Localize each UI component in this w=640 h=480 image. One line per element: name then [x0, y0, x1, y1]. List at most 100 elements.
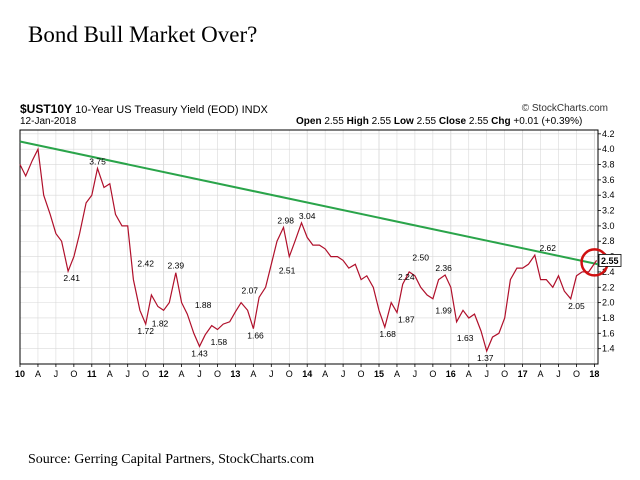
y-tick-label: 3.0: [602, 221, 615, 231]
x-tick-label: A: [250, 369, 256, 379]
annotation-label: 2.41: [63, 273, 80, 283]
x-tick-label: J: [341, 369, 346, 379]
low-value: 2.55: [416, 116, 437, 127]
annotation-label: 1.82: [152, 318, 169, 328]
x-tick-label: O: [214, 369, 221, 379]
last-value-label: 2.55: [601, 256, 619, 266]
close-value: 2.55: [468, 116, 489, 127]
y-axis: 1.41.61.82.02.22.42.62.83.03.23.43.63.84…: [598, 129, 615, 354]
y-tick-label: 3.6: [602, 175, 615, 185]
annotation-label: 1.37: [477, 353, 494, 363]
low-label: Low: [393, 116, 414, 127]
x-tick-label: 15: [374, 369, 384, 379]
ohlc-readout: Open 2.55 High 2.55 Low 2.55 Close 2.55 …: [296, 116, 582, 127]
x-tick-label: 10: [15, 369, 25, 379]
instrument-name: 10-Year US Treasury Yield (EOD): [75, 104, 239, 116]
x-tick-label: A: [107, 369, 113, 379]
stockcharts-brand: © StockCharts.com: [521, 103, 608, 114]
y-tick-label: 2.0: [602, 298, 615, 308]
annotation-label: 3.75: [89, 156, 106, 166]
x-axis: 10 A J O 11 A J O 12 A J O 13 A J O 14 A J O 15 A J O 16 A J O 17 A J O…: [15, 364, 599, 379]
open-label: Open: [296, 116, 322, 127]
chart-grid: [19, 130, 598, 364]
annotation-label: 1.87: [398, 315, 415, 325]
x-tick-label: O: [286, 369, 293, 379]
x-tick-label: A: [394, 369, 400, 379]
x-tick-label: O: [142, 369, 149, 379]
x-tick-label: 12: [159, 369, 169, 379]
x-tick-label: J: [125, 369, 130, 379]
y-tick-label: 2.8: [602, 236, 615, 246]
annotation-label: 2.24: [398, 272, 415, 282]
y-tick-label: 2.2: [602, 282, 615, 292]
y-tick-label: 2.4: [602, 267, 615, 277]
last-value-box: [598, 254, 622, 267]
annotation-label: 2.50: [412, 252, 429, 262]
high-label: High: [346, 116, 369, 127]
annotation-label: 1.68: [379, 329, 396, 339]
close-label: Close: [438, 116, 467, 127]
x-tick-label: J: [269, 369, 274, 379]
annotation-label: 1.66: [247, 331, 264, 341]
last-value-tag: 2.55: [598, 254, 622, 267]
y-tick-label: 4.2: [602, 129, 615, 139]
annotation-label: 2.05: [568, 301, 585, 311]
y-tick-label: 4.0: [602, 144, 615, 154]
x-tick-label: O: [70, 369, 77, 379]
y-tick-label: 3.8: [602, 160, 615, 170]
exchange-label: INDX: [241, 104, 268, 116]
high-value: 2.55: [371, 116, 392, 127]
annotation-label: 2.07: [241, 285, 258, 295]
plot-frame: [19, 129, 599, 365]
x-tick-label: O: [429, 369, 436, 379]
annotation-label: 2.62: [539, 243, 556, 253]
x-tick-label: J: [197, 369, 202, 379]
y-tick-label: 1.4: [602, 344, 615, 354]
annotation-label: 2.51: [279, 265, 296, 275]
chart-symbol-line: $UST10Y 10-Year US Treasury Yield (EOD) …: [20, 102, 268, 116]
annotation-label: 2.42: [137, 258, 154, 268]
x-tick-label: A: [179, 369, 185, 379]
annotation-label: 1.72: [137, 326, 154, 336]
x-tick-label: O: [358, 369, 365, 379]
page-title: Bond Bull Market Over?: [28, 22, 258, 47]
x-tick-label: J: [556, 369, 561, 379]
ticker-symbol: $UST10Y: [20, 102, 73, 116]
x-tick-label: 16: [446, 369, 456, 379]
x-tick-label: A: [322, 369, 328, 379]
x-tick-label: 11: [87, 369, 97, 379]
annotation-label: 1.99: [435, 305, 452, 315]
x-tick-label: J: [484, 369, 489, 379]
x-tick-label: O: [501, 369, 508, 379]
x-tick-label: 18: [589, 369, 599, 379]
x-tick-label: A: [35, 369, 41, 379]
y-tick-label: 3.4: [602, 190, 615, 200]
x-tick-label: 14: [302, 369, 312, 379]
annotation-label: 1.88: [195, 300, 212, 310]
x-tick-label: A: [466, 369, 472, 379]
source-note: Source: Gerring Capital Partners, StockC…: [28, 452, 315, 467]
yield-line: [19, 147, 598, 353]
annotation-label: 2.39: [168, 261, 185, 271]
y-tick-label: 3.2: [602, 206, 615, 216]
x-tick-label: J: [413, 369, 418, 379]
chg-label: Chg: [491, 116, 511, 127]
annotation-label: 2.36: [435, 263, 452, 273]
y-tick-label: 1.8: [602, 313, 615, 323]
x-tick-label: 13: [230, 369, 240, 379]
annotation-label: 2.98: [277, 215, 294, 225]
x-tick-label: O: [573, 369, 580, 379]
y-tick-label: 1.6: [602, 328, 615, 338]
annotation-label: 1.58: [211, 337, 228, 347]
chg-value: +0.01 (+0.39%): [513, 116, 583, 127]
annotation-label: 3.04: [299, 211, 316, 221]
x-tick-label: 17: [518, 369, 528, 379]
chart-date: 12-Jan-2018: [20, 116, 77, 127]
trendline: [19, 140, 599, 266]
x-tick-label: A: [538, 369, 544, 379]
annotations: 2.41 3.75 2.42 1.721.82 2.39 1.88 1.431.58 2.07…: [63, 156, 585, 363]
open-value: 2.55: [324, 116, 344, 127]
x-tick-label: J: [54, 369, 59, 379]
annotation-label: 1.63: [457, 333, 474, 343]
